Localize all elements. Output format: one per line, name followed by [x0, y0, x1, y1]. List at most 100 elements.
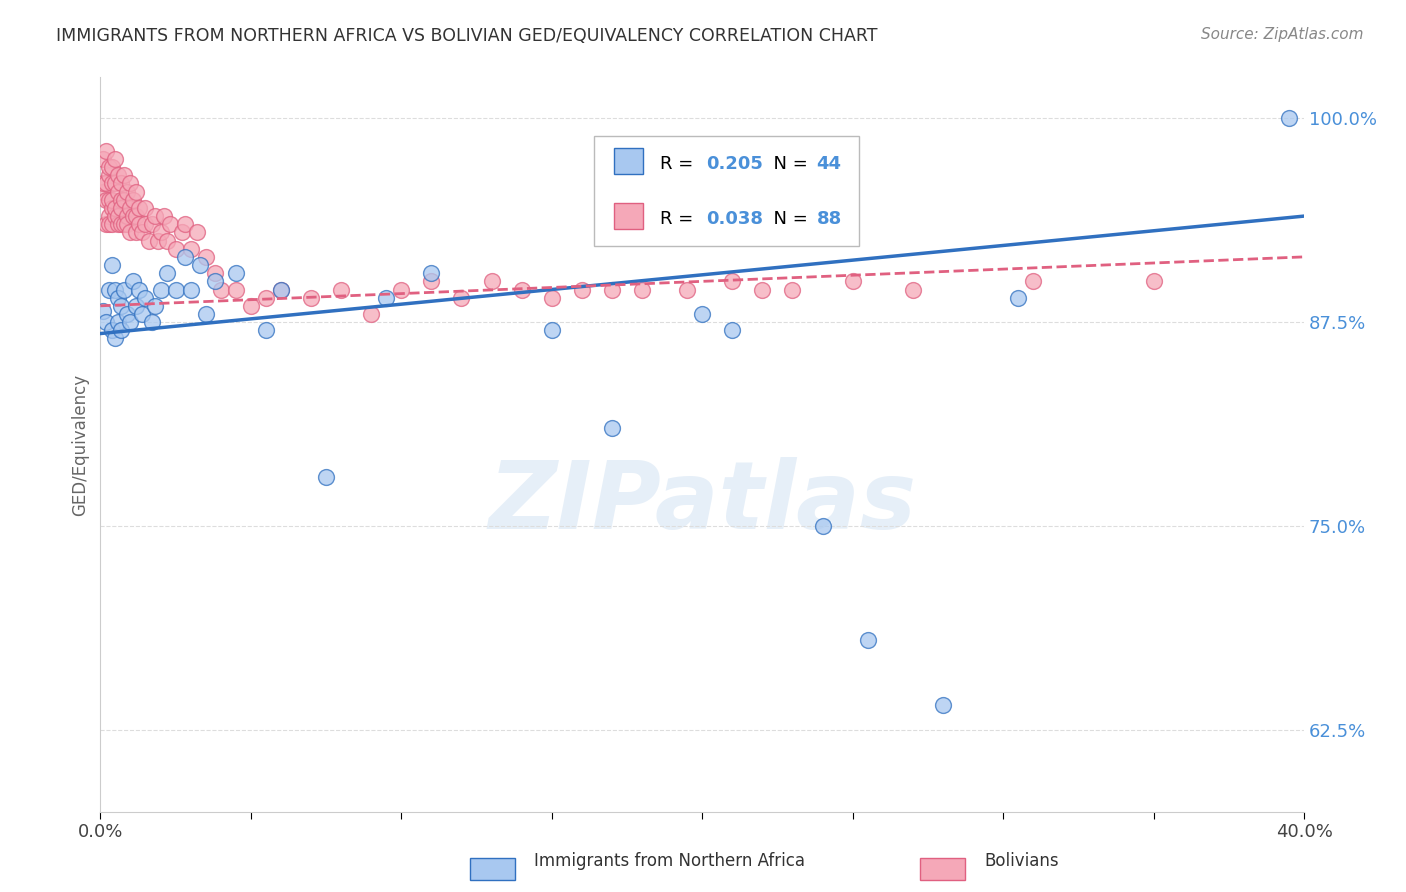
- Text: Bolivians: Bolivians: [984, 852, 1059, 870]
- Y-axis label: GED/Equivalency: GED/Equivalency: [72, 374, 89, 516]
- Point: [389, 283, 412, 297]
- Point: [110, 299, 132, 313]
- Point: [270, 283, 292, 297]
- Point: [155, 234, 177, 248]
- Point: [170, 226, 193, 240]
- Point: [107, 209, 129, 223]
- Text: Source: ZipAtlas.com: Source: ZipAtlas.com: [1201, 27, 1364, 42]
- Point: [131, 226, 153, 240]
- Point: [420, 266, 443, 280]
- Point: [117, 185, 139, 199]
- Point: [165, 283, 187, 297]
- Point: [93, 303, 115, 318]
- Point: [1022, 274, 1045, 288]
- Point: [96, 177, 118, 191]
- Point: [101, 160, 124, 174]
- Point: [120, 177, 142, 191]
- Point: [98, 169, 121, 183]
- Point: [165, 242, 187, 256]
- Point: [901, 283, 924, 297]
- Text: N =: N =: [762, 211, 814, 228]
- Point: [110, 201, 132, 215]
- Point: [98, 217, 121, 231]
- Point: [128, 217, 150, 231]
- Point: [98, 193, 121, 207]
- Point: [173, 250, 195, 264]
- Point: [110, 323, 132, 337]
- Point: [117, 209, 139, 223]
- Point: [107, 291, 129, 305]
- Point: [315, 470, 337, 484]
- Point: [96, 217, 118, 231]
- Point: [125, 209, 148, 223]
- Point: [104, 283, 127, 297]
- Point: [112, 217, 135, 231]
- Point: [138, 234, 160, 248]
- Point: [450, 291, 472, 305]
- Point: [122, 274, 145, 288]
- Point: [104, 331, 127, 345]
- Point: [98, 160, 121, 174]
- Point: [330, 283, 353, 297]
- Point: [600, 421, 623, 435]
- Point: [134, 291, 156, 305]
- Point: [122, 209, 145, 223]
- Point: [676, 283, 699, 297]
- Point: [120, 315, 142, 329]
- Point: [194, 250, 217, 264]
- Point: [152, 209, 174, 223]
- Point: [146, 234, 169, 248]
- Point: [101, 217, 124, 231]
- Point: [107, 217, 129, 231]
- Point: [141, 315, 163, 329]
- Point: [631, 283, 654, 297]
- Point: [112, 193, 135, 207]
- Point: [107, 315, 129, 329]
- Point: [1278, 112, 1301, 126]
- Point: [98, 209, 121, 223]
- Point: [101, 323, 124, 337]
- Point: [204, 274, 226, 288]
- Point: [134, 217, 156, 231]
- Point: [143, 209, 166, 223]
- Point: [1007, 291, 1029, 305]
- Point: [96, 144, 118, 158]
- Text: R =: R =: [659, 211, 699, 228]
- Point: [721, 323, 744, 337]
- Point: [149, 226, 172, 240]
- Text: 44: 44: [817, 155, 842, 173]
- Point: [721, 274, 744, 288]
- Point: [117, 307, 139, 321]
- Point: [122, 193, 145, 207]
- Point: [540, 291, 562, 305]
- FancyBboxPatch shape: [614, 148, 643, 174]
- Point: [149, 283, 172, 297]
- Text: 0.205: 0.205: [706, 155, 762, 173]
- Point: [270, 283, 292, 297]
- Point: [375, 291, 398, 305]
- FancyBboxPatch shape: [593, 136, 859, 246]
- Point: [155, 266, 177, 280]
- Point: [751, 283, 773, 297]
- Point: [180, 242, 202, 256]
- Point: [194, 307, 217, 321]
- Point: [420, 274, 443, 288]
- Point: [101, 201, 124, 215]
- Point: [159, 217, 181, 231]
- Point: [107, 169, 129, 183]
- Point: [188, 258, 211, 272]
- Point: [120, 201, 142, 215]
- Text: 88: 88: [817, 211, 842, 228]
- Point: [110, 217, 132, 231]
- Point: [254, 323, 277, 337]
- Point: [600, 283, 623, 297]
- Point: [104, 152, 127, 166]
- Point: [104, 201, 127, 215]
- Point: [131, 307, 153, 321]
- Point: [299, 291, 322, 305]
- Text: R =: R =: [659, 155, 699, 173]
- Point: [96, 315, 118, 329]
- Point: [143, 299, 166, 313]
- FancyBboxPatch shape: [614, 203, 643, 228]
- Point: [481, 274, 503, 288]
